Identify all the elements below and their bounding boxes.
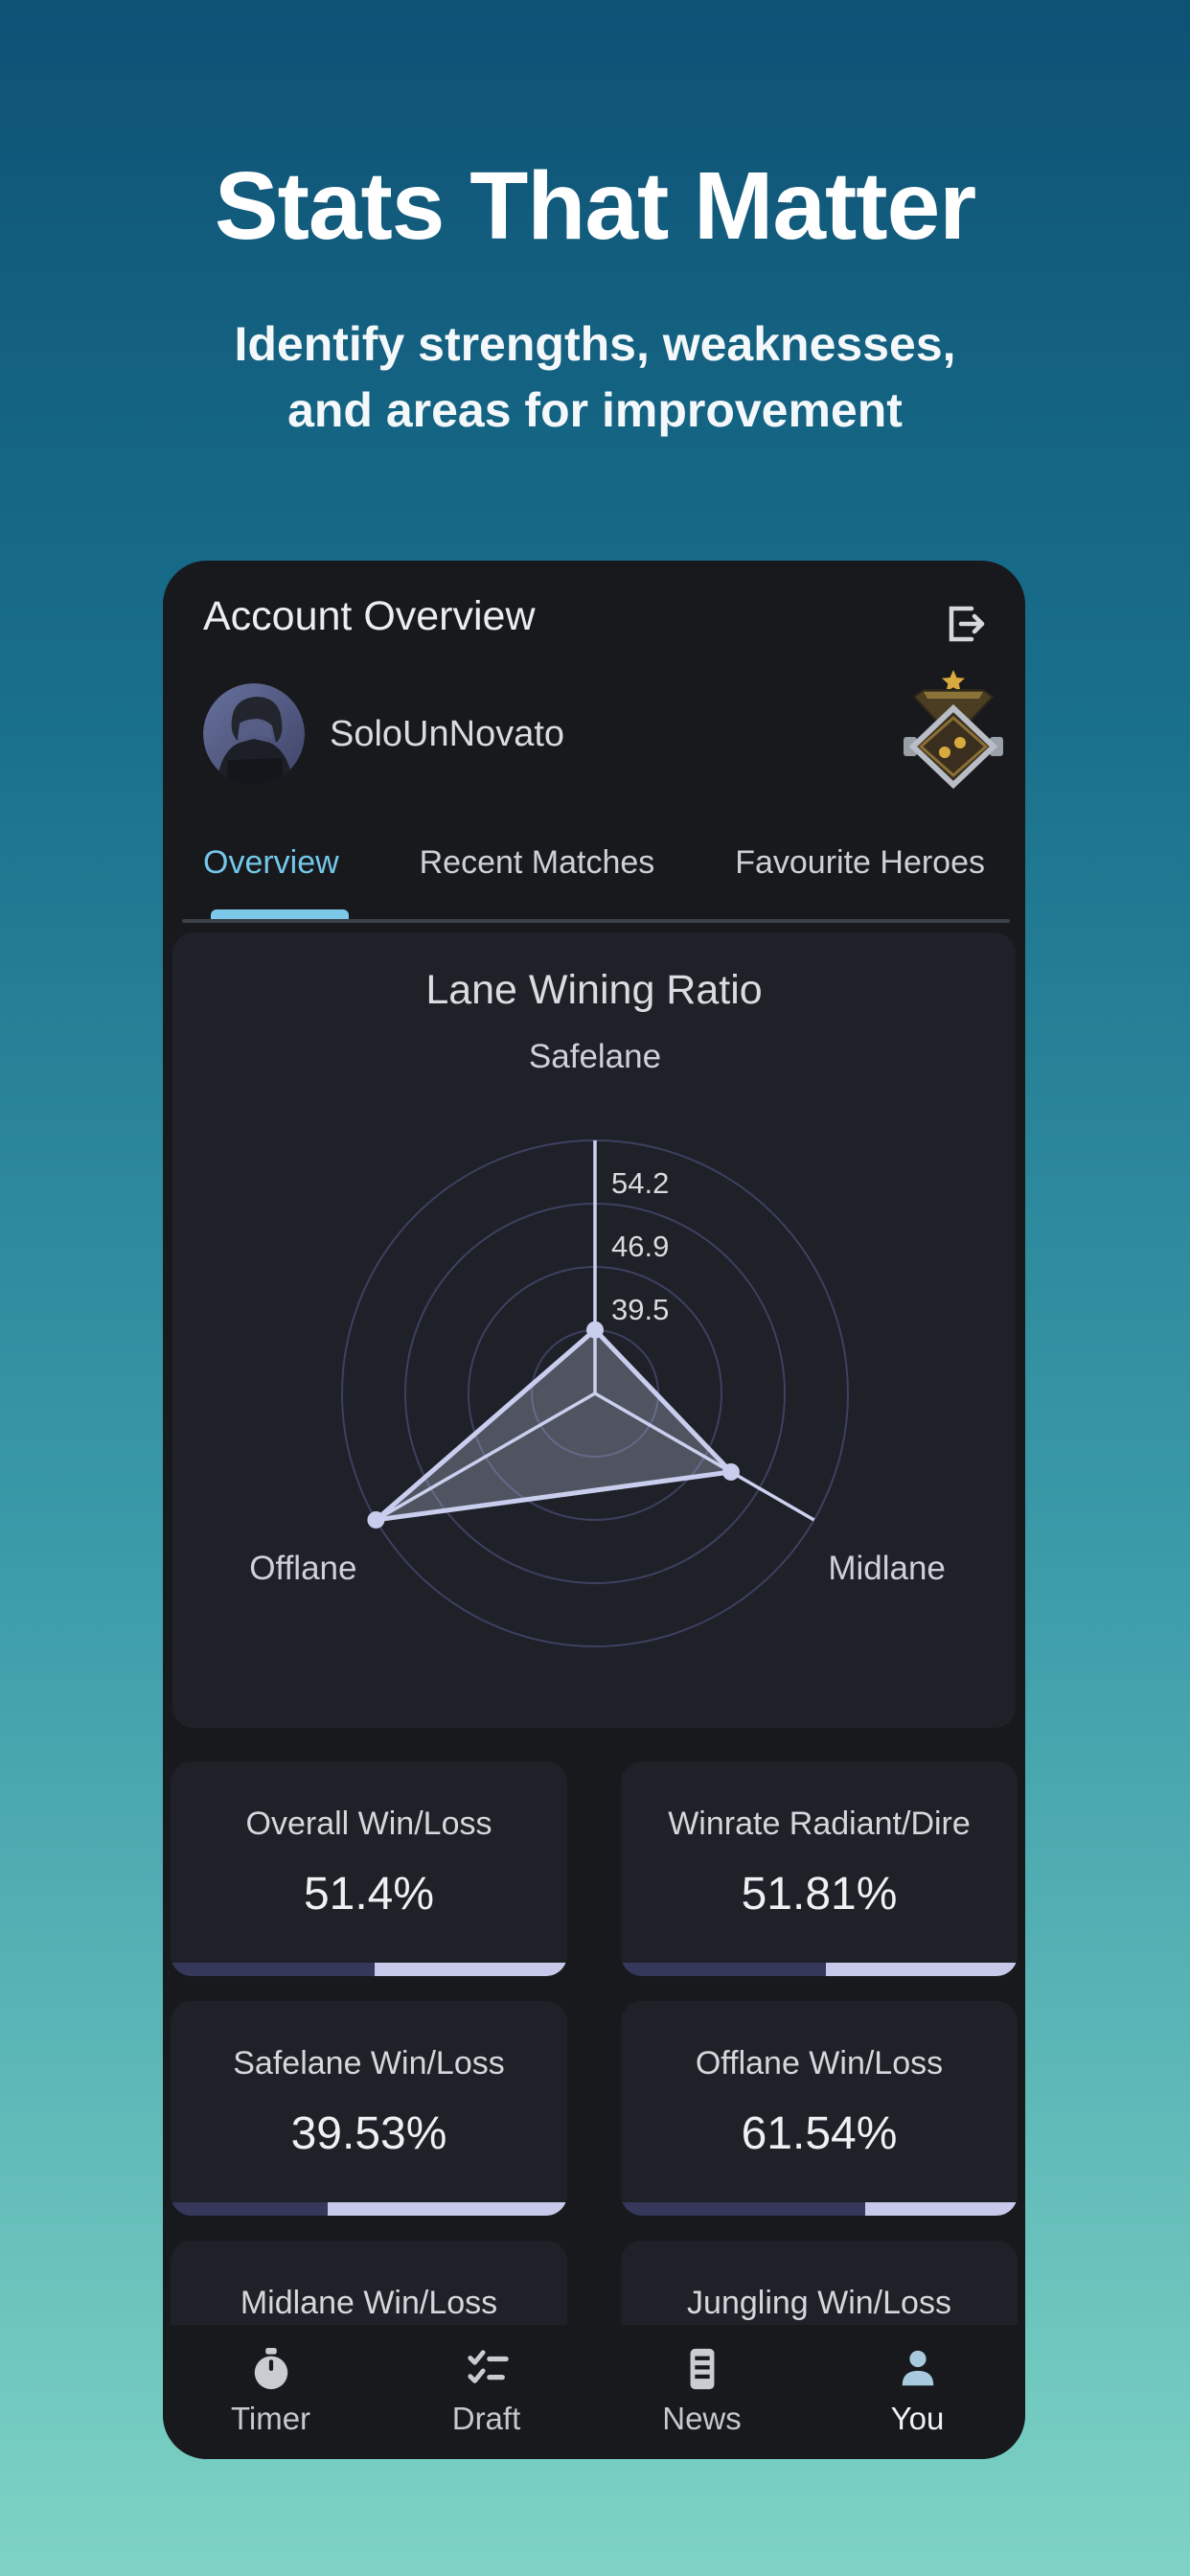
stat-value: 61.54% xyxy=(741,2108,898,2159)
stat-label: Overall Win/Loss xyxy=(245,1806,492,1842)
winloss-bar xyxy=(171,1963,567,1976)
svg-text:Safelane: Safelane xyxy=(529,1038,661,1075)
svg-text:46.9: 46.9 xyxy=(611,1230,669,1263)
tab-recent-matches[interactable]: Recent Matches xyxy=(419,844,655,881)
nav-item-news[interactable]: News xyxy=(594,2325,810,2459)
nav-label: Draft xyxy=(451,2401,521,2436)
bottom-nav: Timer Draft xyxy=(163,2325,1025,2459)
card-title: Account Overview xyxy=(203,593,536,639)
winloss-bar xyxy=(621,2202,1018,2216)
avatar xyxy=(203,683,305,785)
winloss-bar xyxy=(171,2202,567,2216)
winloss-bar xyxy=(621,1963,1018,1976)
logout-button[interactable] xyxy=(937,597,989,649)
radar-chart: 39.5 46.9 54.2 Safelane Midlane Offlane xyxy=(249,1038,946,1647)
chart-title: Lane Wining Ratio xyxy=(425,967,763,1013)
tab-overview[interactable]: Overview xyxy=(203,844,339,881)
page-subtitle-line1: Identify strengths, weaknesses, xyxy=(234,317,956,371)
checklist-icon xyxy=(465,2347,509,2391)
nav-label: You xyxy=(890,2401,945,2436)
stat-label: Safelane Win/Loss xyxy=(233,2045,505,2082)
nav-label: News xyxy=(662,2401,742,2436)
stopwatch-icon xyxy=(249,2347,293,2391)
dota-rank-medal-icon xyxy=(903,668,1004,798)
page-subtitle-line2: and areas for improvement xyxy=(287,383,903,437)
stat-label: Jungling Win/Loss xyxy=(687,2285,951,2321)
account-overview-card: Account Overview xyxy=(163,561,1025,2459)
username: SoloUnNovato xyxy=(330,714,565,754)
tab-divider xyxy=(182,919,1010,923)
stat-card-safelane: Safelane Win/Loss 39.53% xyxy=(171,2001,567,2216)
stat-value: 51.81% xyxy=(741,1869,898,1920)
nav-label: Timer xyxy=(230,2401,311,2436)
svg-text:54.2: 54.2 xyxy=(611,1166,669,1200)
stat-card-overall: Overall Win/Loss 51.4% xyxy=(171,1761,567,1976)
page-subtitle: Identify strengths, weaknesses, and area… xyxy=(0,311,1190,444)
svg-text:39.5: 39.5 xyxy=(611,1293,669,1326)
stat-value: 51.4% xyxy=(303,1869,435,1920)
person-icon xyxy=(896,2347,940,2391)
stat-label: Midlane Win/Loss xyxy=(240,2285,498,2321)
stat-value: 39.53% xyxy=(290,2108,447,2159)
stat-label: Winrate Radiant/Dire xyxy=(668,1806,971,1842)
nav-item-draft[interactable]: Draft xyxy=(378,2325,594,2459)
nav-item-you[interactable]: You xyxy=(810,2325,1025,2459)
logout-icon xyxy=(937,597,989,649)
news-icon xyxy=(680,2347,724,2391)
lane-winning-ratio-panel: 39.5 46.9 54.2 Safelane Midlane Offlane Lane … xyxy=(172,932,1016,1728)
stat-card-radiant-dire: Winrate Radiant/Dire 51.81% xyxy=(621,1761,1018,1976)
active-tab-indicator xyxy=(211,909,349,920)
nav-item-timer[interactable]: Timer xyxy=(163,2325,378,2459)
profile-tabs: Overview Recent Matches Favourite Heroes xyxy=(163,844,1025,882)
stat-label: Offlane Win/Loss xyxy=(695,2045,944,2082)
svg-text:Offlane: Offlane xyxy=(249,1550,356,1587)
svg-text:Midlane: Midlane xyxy=(828,1550,946,1587)
page-title: Stats That Matter xyxy=(214,152,976,260)
stat-card-offlane: Offlane Win/Loss 61.54% xyxy=(621,2001,1018,2216)
tab-favourite-heroes[interactable]: Favourite Heroes xyxy=(735,844,985,881)
